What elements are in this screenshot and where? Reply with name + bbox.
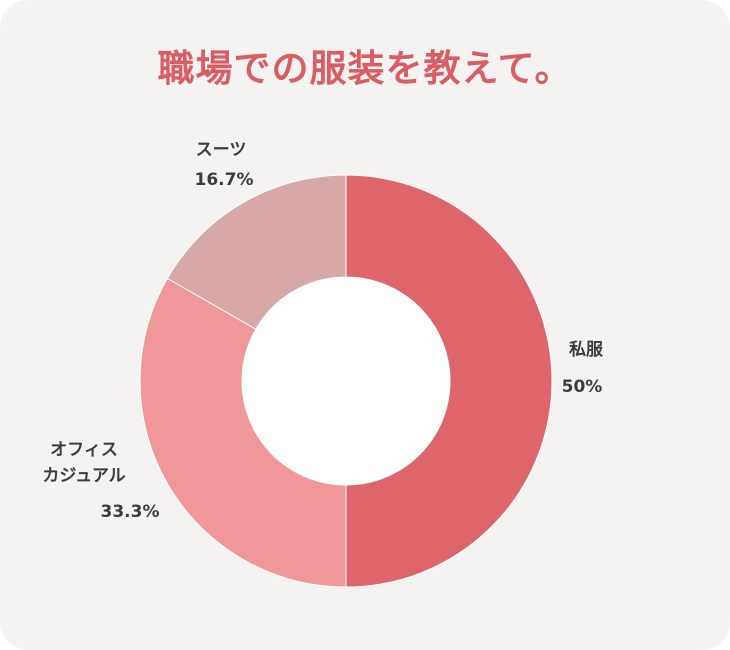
slice-percent-1: 33.3% — [101, 502, 160, 522]
donut-hole — [242, 277, 450, 485]
slice-label-1: オフィス — [50, 440, 118, 460]
slice-label-1: カジュアル — [42, 466, 125, 486]
slice-percent-2: 16.7% — [195, 170, 254, 190]
slice-percent-0: 50% — [562, 377, 603, 397]
chart-title: 職場での服装を教えて。 — [157, 47, 573, 90]
slice-label-0: 私服 — [569, 340, 604, 360]
slice-label-2: スーツ — [196, 140, 247, 160]
